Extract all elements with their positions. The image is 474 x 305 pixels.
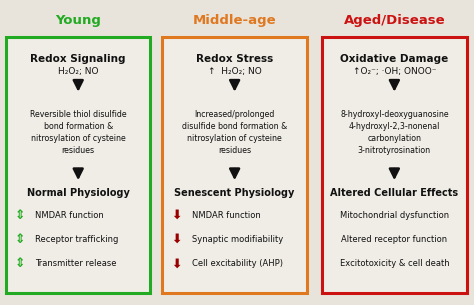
Text: 8-hydroxyl-deoxyguanosine
4-hydroxyl-2,3-nonenal
carbonylation
3-nitrotyrosinati: 8-hydroxyl-deoxyguanosine 4-hydroxyl-2,3… <box>340 110 449 156</box>
Text: Cell excitability (AHP): Cell excitability (AHP) <box>191 259 283 268</box>
Text: Synaptic modifiability: Synaptic modifiability <box>191 235 283 244</box>
Text: NMDAR function: NMDAR function <box>191 210 261 220</box>
Text: Senescent Physiology: Senescent Physiology <box>174 188 295 198</box>
Text: ↑O₂⁻; ·OH; ONOO⁻: ↑O₂⁻; ·OH; ONOO⁻ <box>353 67 436 77</box>
Text: Oxidative Damage: Oxidative Damage <box>340 54 448 64</box>
Text: NMDAR function: NMDAR function <box>35 210 104 220</box>
Text: Transmitter release: Transmitter release <box>35 259 117 268</box>
Text: Altered Cellular Effects: Altered Cellular Effects <box>330 188 458 198</box>
Text: Mitochondrial dysfunction: Mitochondrial dysfunction <box>340 210 449 220</box>
Text: ⬇: ⬇ <box>171 257 182 270</box>
Text: ⇕: ⇕ <box>15 233 25 246</box>
Text: ⇕: ⇕ <box>15 257 25 270</box>
Text: Altered receptor function: Altered receptor function <box>341 235 447 244</box>
Text: ↑  H₂O₂; NO: ↑ H₂O₂; NO <box>208 67 262 77</box>
Text: ⬇: ⬇ <box>171 233 182 246</box>
Text: Increased/prolonged
disulfide bond formation &
nitrosylation of cysteine
residue: Increased/prolonged disulfide bond forma… <box>182 110 287 156</box>
Text: Excitotoxicity & cell death: Excitotoxicity & cell death <box>339 259 449 268</box>
Text: Reversible thiol disulfide
bond formation &
nitrosylation of cysteine
residues: Reversible thiol disulfide bond formatio… <box>30 110 127 156</box>
Text: Aged/Disease: Aged/Disease <box>344 14 445 27</box>
Text: Redox Signaling: Redox Signaling <box>30 54 126 64</box>
Bar <box>322 37 466 293</box>
Bar <box>6 37 151 293</box>
Text: Receptor trafficking: Receptor trafficking <box>35 235 118 244</box>
Text: ⇕: ⇕ <box>15 209 25 221</box>
Text: Normal Physiology: Normal Physiology <box>27 188 130 198</box>
Text: ⬇: ⬇ <box>171 209 182 221</box>
Bar <box>162 37 307 293</box>
Text: H₂O₂; NO: H₂O₂; NO <box>58 67 99 77</box>
Text: Redox Stress: Redox Stress <box>196 54 273 64</box>
Text: Young: Young <box>55 14 101 27</box>
Text: Middle-age: Middle-age <box>193 14 276 27</box>
